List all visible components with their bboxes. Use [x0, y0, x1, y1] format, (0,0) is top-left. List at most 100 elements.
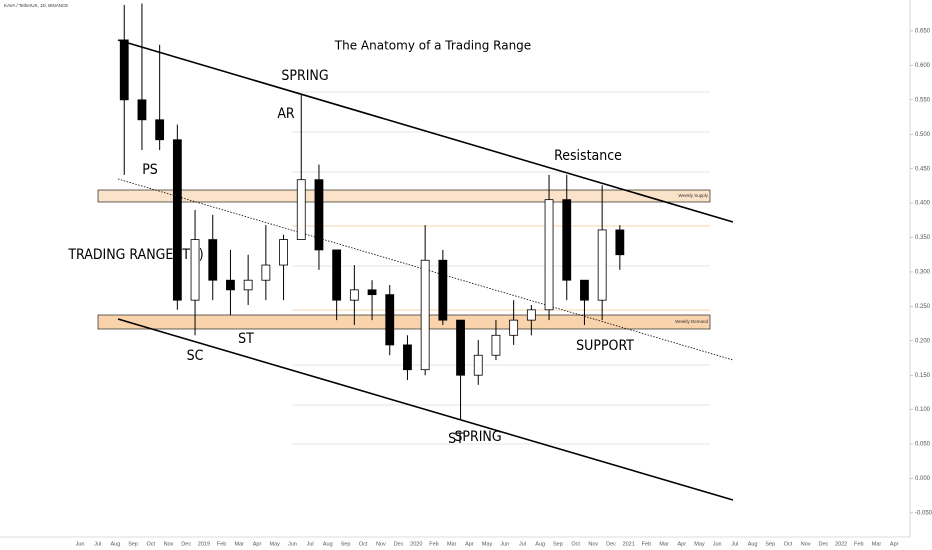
support-line	[117, 318, 734, 501]
demand-zone	[97, 314, 711, 330]
fib-lines	[292, 91, 710, 445]
x-tick-label: 2019	[198, 541, 210, 547]
x-tick-label: Nov	[801, 541, 811, 547]
candle-body	[509, 319, 519, 336]
candle-body	[544, 199, 554, 311]
y-tick-label: 0.400	[915, 201, 931, 207]
candle-body	[456, 319, 465, 376]
x-tick-label: Mar	[235, 541, 245, 547]
candle-body	[385, 294, 395, 346]
x-tick-label: Dec	[606, 541, 616, 547]
x-tick-label: Nov	[588, 541, 598, 547]
x-tick-label: Oct	[359, 541, 368, 547]
candle-body	[403, 344, 412, 371]
x-tick-label: Apr	[678, 541, 687, 547]
x-tick-label: Jul	[731, 541, 738, 547]
x-tick-label: Nov	[376, 541, 386, 547]
candle-body	[349, 289, 359, 301]
x-tick-label: Dec	[819, 541, 829, 547]
x-tick-label: Feb	[429, 541, 438, 547]
candle-body	[172, 139, 182, 301]
candle-body	[580, 279, 589, 301]
candle-body	[597, 229, 607, 301]
annotation: SPRING	[454, 429, 501, 445]
annotation: TRADING RANGE (TR)	[67, 247, 203, 263]
annotation: AR	[277, 106, 295, 122]
x-tick-label: Sep	[128, 541, 138, 547]
annotation: ST	[448, 431, 464, 447]
x-tick-label: Dec	[181, 541, 191, 547]
x-tick-label: Jun	[713, 541, 722, 547]
x-tick-label: Feb	[642, 541, 651, 547]
y-tick-label: 0.300	[915, 270, 931, 276]
x-tick-label: Aug	[535, 541, 545, 547]
symbol-header: KAVA / TetherUS, 1D, BINANCE	[4, 3, 68, 8]
candle-body	[243, 279, 253, 291]
x-tick-label: Jul	[94, 541, 101, 547]
x-tick-label: Dec	[394, 541, 404, 547]
y-tick-label: 0.200	[915, 338, 931, 344]
x-tick-label: Jul	[519, 541, 526, 547]
y-tick-label: 0.350	[915, 235, 931, 241]
x-tick-label: Sep	[553, 541, 563, 547]
candle-body	[438, 259, 448, 321]
candle-body	[208, 239, 218, 281]
x-tick-label: May	[482, 541, 493, 547]
x-tick-label: Oct	[571, 541, 580, 547]
x-tick-label: Jun	[288, 541, 297, 547]
x-tick-label: Sep	[765, 541, 775, 547]
supply-zone	[97, 189, 711, 203]
x-tick-label: Aug	[111, 541, 121, 547]
x-tick-label: Apr	[465, 541, 474, 547]
zone-label: Weekly Supply	[678, 193, 708, 198]
chart-title: The Anatomy of a Trading Range	[334, 39, 531, 53]
candle-body	[491, 334, 501, 356]
candle-body	[261, 264, 271, 281]
mid-line	[117, 178, 734, 361]
x-tick-label: Apr	[890, 541, 899, 547]
x-tick-label: Mar	[872, 541, 882, 547]
candle-body	[296, 179, 306, 240]
x-tick-label: Sep	[341, 541, 351, 547]
candle-body	[562, 199, 572, 281]
x-tick-label: Jul	[307, 541, 314, 547]
x-tick-label: Jun	[76, 541, 85, 547]
zone-label: Weekly Demand	[675, 319, 708, 324]
candle-body	[526, 309, 536, 321]
resistance-line	[117, 39, 734, 223]
y-tick-label: 0.250	[915, 304, 931, 310]
candle-body	[314, 179, 324, 251]
y-tick-label: -0.050	[915, 510, 932, 516]
x-tick-label: Feb	[854, 541, 863, 547]
x-tick-label: Feb	[217, 541, 226, 547]
x-tick-label: Aug	[748, 541, 758, 547]
candle-body	[155, 119, 165, 141]
candle-body	[332, 249, 342, 301]
y-tick-label: 0.500	[915, 132, 931, 138]
y-tick-label: 0.450	[915, 166, 931, 172]
x-tick-label: 2022	[835, 541, 847, 547]
x-tick-label: Oct	[784, 541, 793, 547]
candle-body	[367, 289, 377, 296]
candle-body	[420, 259, 430, 371]
x-tick-label: Jun	[500, 541, 509, 547]
candle-body	[615, 229, 625, 256]
candle-body	[279, 239, 288, 266]
annotation: SUPPORT	[576, 338, 634, 354]
x-tick-label: 2021	[623, 541, 635, 547]
candle-body	[190, 239, 200, 301]
y-tick-label: 0.600	[915, 63, 931, 69]
x-tick-label: Mar	[659, 541, 669, 547]
x-tick-label: Aug	[323, 541, 333, 547]
annotation: SPRING	[281, 68, 328, 84]
candle-body	[226, 279, 235, 291]
x-tick-label: May	[270, 541, 281, 547]
y-tick-label: 0.050	[915, 442, 931, 448]
annotation: PS	[142, 162, 158, 178]
y-tick-label: 0.550	[915, 97, 931, 103]
annotation: Resistance	[554, 148, 622, 164]
x-tick-label: Nov	[164, 541, 174, 547]
